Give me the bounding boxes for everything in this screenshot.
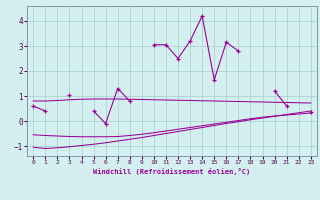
X-axis label: Windchill (Refroidissement éolien,°C): Windchill (Refroidissement éolien,°C): [93, 168, 251, 175]
